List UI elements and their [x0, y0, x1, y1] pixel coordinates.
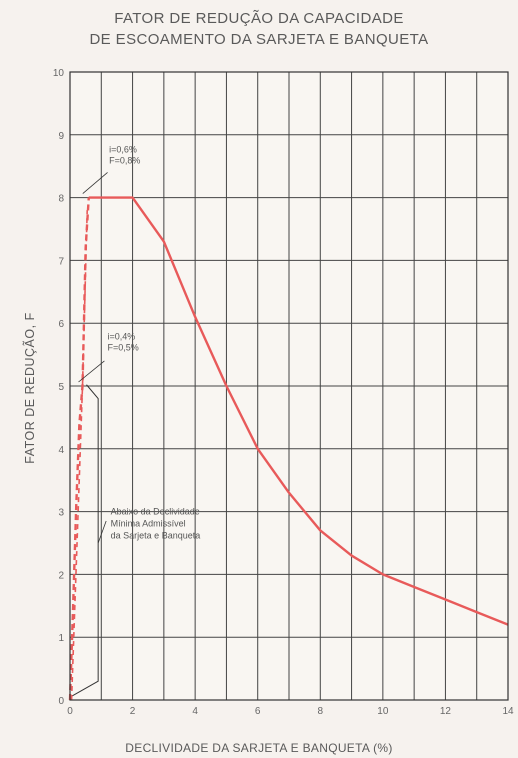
solid-curve: [88, 196, 509, 626]
annotation-text: Abaixo da Declividade: [111, 507, 200, 517]
chart-title: FATOR DE REDUÇÃO DA CAPACIDADE DE ESCOAM…: [0, 8, 518, 50]
y-tick-label: 1: [58, 633, 64, 644]
x-tick-label: 0: [67, 706, 73, 717]
y-tick-label: 5: [58, 382, 64, 393]
x-tick-label: 14: [502, 706, 514, 717]
annotation-leader: [97, 520, 107, 544]
plot-frame: [69, 71, 509, 701]
y-tick-label: 4: [58, 445, 64, 456]
x-tick-label: 2: [130, 706, 136, 717]
annotation-leader: [82, 172, 108, 194]
x-tick-label: 4: [192, 706, 198, 717]
x-tick-label: 12: [440, 706, 452, 717]
annotation-text: da Sarjeta e Banqueta: [111, 531, 201, 541]
y-tick-label: 6: [58, 319, 64, 330]
bracket-line: [70, 384, 99, 698]
x-tick-label: 8: [318, 706, 324, 717]
annotation-text: F=0,8%: [109, 155, 140, 165]
annotation-text: i=0,6%: [109, 144, 137, 154]
x-axis-label: DECLIVIDADE DA SARJETA E BANQUETA (%): [125, 741, 393, 755]
x-tick-label: 6: [255, 706, 261, 717]
y-tick-label: 2: [58, 570, 64, 581]
chart-title-line-2: DE ESCOAMENTO DA SARJETA E BANQUETA: [89, 31, 429, 48]
annotation-leader: [78, 360, 105, 383]
y-tick-label: 9: [58, 131, 64, 142]
y-tick-label: 10: [53, 68, 65, 79]
y-tick-label: 0: [58, 696, 64, 707]
x-tick-label: 10: [377, 706, 389, 717]
y-tick-label: 8: [58, 194, 64, 205]
annotation-text: i=0,4%: [108, 332, 136, 342]
annotation-text: F=0,5%: [108, 343, 139, 353]
annotation-text: Mínima Admissível: [111, 519, 186, 529]
y-tick-label: 7: [58, 256, 64, 267]
y-tick-label: 3: [58, 508, 64, 519]
chart-title-line-1: FATOR DE REDUÇÃO DA CAPACIDADE: [114, 10, 404, 27]
